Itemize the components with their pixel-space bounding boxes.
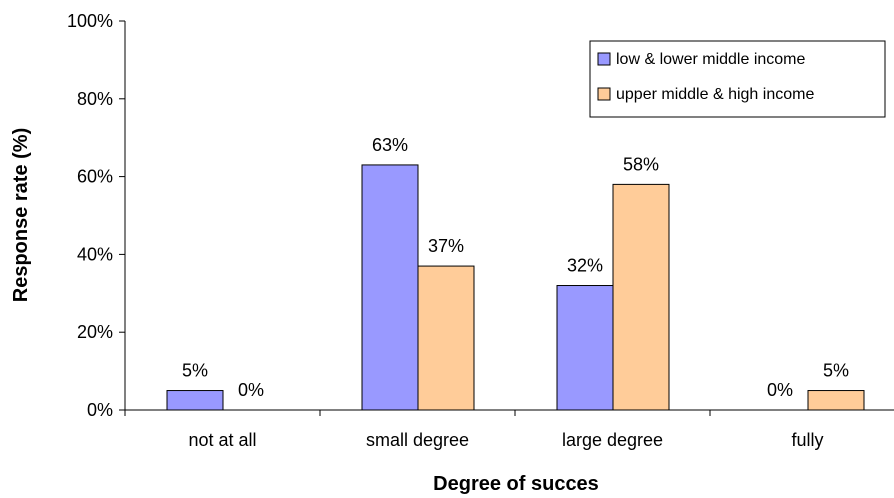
legend-box [589, 40, 886, 118]
bar [166, 390, 224, 411]
legend-label-low-income: low & lower middle income [616, 51, 806, 68]
x-tick-label: fully [791, 430, 823, 450]
x-axis-ticks: not at all small degree large degree fully [124, 410, 824, 450]
bar [556, 285, 614, 411]
data-label: 5% [823, 361, 849, 381]
x-tick-label: large degree [562, 430, 663, 450]
y-tick-label: 80% [77, 89, 113, 109]
data-label: 58% [623, 154, 659, 174]
x-axis-title: Degree of succes [433, 473, 599, 495]
x-tick-label: not at all [188, 430, 256, 450]
y-tick-label: 0% [87, 400, 113, 420]
bar [807, 390, 865, 411]
bars [166, 164, 865, 411]
data-labels: 5% 63% 32% 0% 0% 37% 58% 5% [182, 135, 849, 400]
data-label: 32% [567, 256, 603, 276]
y-tick-label: 100% [67, 11, 113, 31]
data-label: 63% [372, 135, 408, 155]
data-label: 37% [428, 236, 464, 256]
y-tick-label: 20% [77, 322, 113, 342]
data-label: 0% [767, 380, 793, 400]
bar [417, 265, 475, 411]
legend: low & lower middle income upper middle &… [589, 40, 886, 118]
y-tick-label: 40% [77, 244, 113, 264]
legend-swatch-high-income [597, 87, 611, 101]
y-axis-title: Response rate (%) [10, 128, 32, 303]
legend-label-high-income: upper middle & high income [616, 86, 814, 103]
bar [612, 183, 670, 411]
data-label: 5% [182, 361, 208, 381]
x-tick-label: small degree [366, 430, 469, 450]
y-axis-ticks: 0% 20% 40% 60% 80% 100% [67, 11, 125, 420]
legend-swatch-low-income [597, 52, 611, 66]
data-label: 0% [238, 380, 264, 400]
bar [361, 164, 419, 411]
y-tick-label: 60% [77, 167, 113, 187]
